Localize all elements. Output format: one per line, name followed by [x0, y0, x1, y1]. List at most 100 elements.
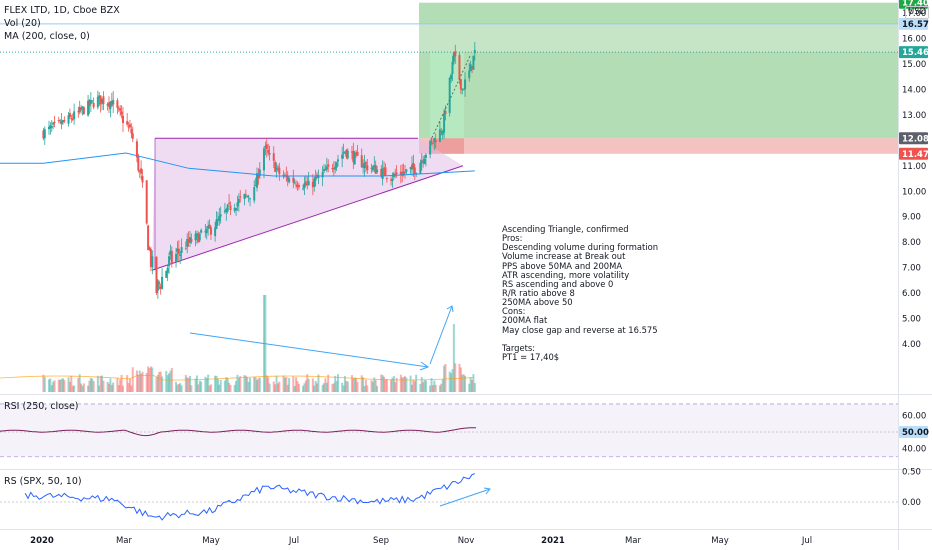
- candle-body: [141, 176, 144, 183]
- volume-bar: [409, 375, 412, 392]
- volume-bar: [254, 377, 257, 392]
- rsi-pane-title[interactable]: RSI (250, close): [4, 401, 79, 412]
- volume-bar: [343, 376, 346, 392]
- volume-study-label[interactable]: Vol (20): [4, 18, 41, 29]
- price-tag-label: 15.46: [902, 48, 929, 58]
- candle-body: [80, 107, 83, 111]
- ma-study-label[interactable]: MA (200, close, 0): [4, 31, 90, 42]
- rs-trend-arrow: [439, 488, 491, 507]
- candle-body: [244, 194, 247, 196]
- volume-bar: [324, 378, 327, 392]
- note-line: Pros:: [502, 233, 523, 244]
- volume-bar: [92, 381, 95, 392]
- volume-bar: [148, 368, 151, 392]
- volume-bar: [126, 375, 129, 392]
- note-line: RS ascending and above 0: [502, 278, 614, 289]
- candle-body: [219, 214, 222, 217]
- volume-bar: [68, 381, 71, 392]
- volume-bar: [47, 379, 50, 392]
- price-tag-label: 11.47: [902, 150, 929, 160]
- candle-body: [383, 167, 386, 169]
- rsi-tick-label: 60.00: [902, 412, 926, 422]
- candle-body: [63, 120, 66, 122]
- volume-bar: [179, 383, 182, 392]
- rs-tick-label: 0.50: [902, 468, 921, 478]
- candle-body: [313, 178, 316, 187]
- rsi-tag: [899, 426, 928, 438]
- volume-bar: [444, 363, 447, 392]
- volume-bar: [109, 378, 112, 392]
- candle-body: [459, 79, 462, 90]
- candle-body: [82, 107, 85, 115]
- candle-body: [155, 256, 158, 293]
- arrowhead: [419, 361, 430, 371]
- volume-bar: [88, 380, 91, 392]
- candle-body: [325, 166, 328, 170]
- candle-body: [267, 150, 270, 153]
- volume-bar: [459, 367, 462, 392]
- candle-body: [345, 149, 348, 157]
- price-tick-label: 14.00: [902, 85, 926, 95]
- volume-bar: [63, 379, 66, 392]
- candle-body: [166, 267, 169, 273]
- candle-body: [218, 216, 221, 222]
- volume-bar: [265, 375, 268, 392]
- volume-bar: [141, 371, 144, 392]
- candle-body: [190, 238, 193, 242]
- candle-body: [158, 282, 161, 285]
- candle-body: [215, 219, 218, 229]
- candle-body: [462, 89, 465, 91]
- candle-body: [156, 280, 159, 291]
- candle-body: [444, 111, 447, 114]
- candle-body: [373, 165, 376, 168]
- candle-body: [381, 168, 384, 180]
- analysis-note[interactable]: Ascending Triangle, confirmed Pros: Desc…: [502, 224, 658, 362]
- volume-bar: [156, 374, 159, 392]
- volume-bar: [60, 378, 63, 392]
- projection-line: [431, 56, 471, 138]
- currency-label[interactable]: USD: [905, 6, 930, 19]
- volume-bar: [353, 377, 356, 392]
- volume-bar: [274, 384, 277, 392]
- price-tag: [899, 17, 928, 30]
- volume-bar: [363, 385, 366, 392]
- candle-body: [130, 129, 133, 134]
- candle-body: [448, 77, 451, 114]
- volume-bar: [194, 378, 197, 392]
- rsi-tag-label: 50.00: [902, 428, 929, 438]
- candle-body: [423, 158, 426, 164]
- symbol-title[interactable]: FLEX LTD, 1D, Cboe BZX: [4, 5, 120, 16]
- candle-body: [332, 168, 335, 170]
- volume-bar: [161, 376, 164, 392]
- candle-body: [47, 126, 50, 130]
- volume-bar: [278, 381, 281, 392]
- time-axis: 2020 Mar May Jul Sep Nov 2021 Mar May Jul: [30, 536, 812, 546]
- candle-body: [292, 177, 295, 183]
- candle-body: [366, 165, 369, 171]
- volume-bar: [317, 374, 320, 392]
- volume-bar: [110, 384, 113, 392]
- volume-bar: [218, 384, 221, 392]
- candle-body: [343, 151, 346, 153]
- rs-pane-title[interactable]: RS (SPX, 50, 10): [4, 476, 82, 487]
- price-tick-label: 8.00: [902, 238, 921, 248]
- volume-bar: [116, 378, 119, 392]
- candle-body: [422, 160, 425, 162]
- candle-body: [438, 129, 441, 142]
- candle-body: [126, 121, 129, 125]
- volume-bar: [168, 373, 171, 392]
- arrowhead: [483, 487, 491, 495]
- note-line: Volume increase at Break out: [502, 251, 626, 262]
- volume-bar: [304, 380, 307, 392]
- candle-body: [253, 187, 256, 201]
- candle-body: [324, 168, 327, 171]
- candle-body: [334, 166, 337, 170]
- candle-body: [68, 113, 71, 118]
- price-tick-label: 15.00: [902, 60, 926, 70]
- volume-bar: [198, 380, 201, 392]
- volume-bar: [392, 376, 395, 392]
- volume-bar: [374, 380, 377, 392]
- volume-bar: [155, 377, 158, 392]
- volume-bar: [246, 377, 249, 392]
